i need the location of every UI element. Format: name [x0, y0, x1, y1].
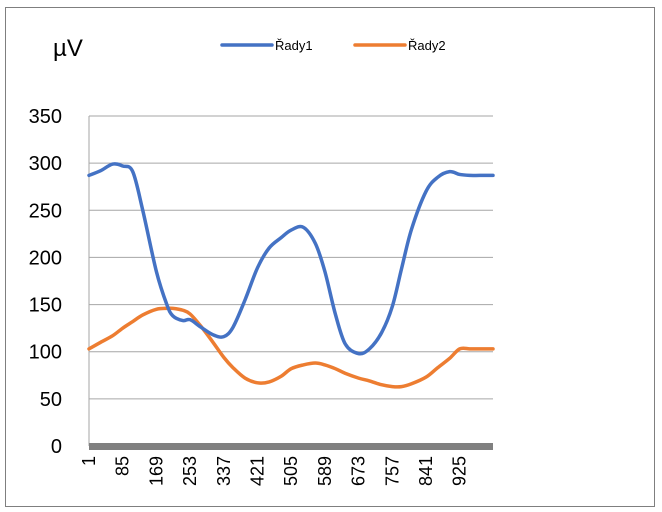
x-tick-label-505: 505: [281, 456, 301, 486]
x-tick-label-421: 421: [248, 456, 268, 486]
x-tick-label-169: 169: [146, 456, 166, 486]
x-tick-label-589: 589: [315, 456, 335, 486]
legend-label-2: Řady2: [408, 38, 446, 53]
x-tick-label-673: 673: [349, 456, 369, 486]
y-tick-label-0: 0: [51, 436, 62, 458]
series-line-2: [87, 306, 495, 389]
series-lines: [87, 162, 495, 389]
y-tick-label-300: 300: [29, 153, 62, 175]
y-tick-label-150: 150: [29, 295, 62, 317]
legend: Řady1 Řady2: [220, 38, 446, 53]
x-tick-label-337: 337: [214, 456, 234, 486]
legend-label-1: Řady1: [275, 38, 313, 53]
gridlines: [89, 115, 493, 400]
y-tick-label-50: 50: [40, 389, 62, 411]
x-tick-label-1: 1: [79, 456, 99, 466]
y-tick-label-100: 100: [29, 342, 62, 364]
x-tick-label-925: 925: [450, 456, 470, 486]
y-tick-label-350: 350: [29, 106, 62, 128]
x-axis-band: [89, 443, 493, 450]
x-tick-label-85: 85: [113, 456, 133, 476]
series-line-1: [87, 162, 495, 356]
axes: [88, 116, 493, 450]
tick-labels: 0 50 100 150 200 250 300 350 1 85 169 253 337 421 505 5…: [29, 106, 470, 486]
x-tick-label-253: 253: [180, 456, 200, 486]
y-axis-unit-label: µV: [53, 35, 83, 62]
y-tick-label-250: 250: [29, 200, 62, 222]
y-tick-label-200: 200: [29, 247, 62, 269]
x-tick-label-841: 841: [416, 456, 436, 486]
x-tick-label-757: 757: [382, 456, 402, 486]
